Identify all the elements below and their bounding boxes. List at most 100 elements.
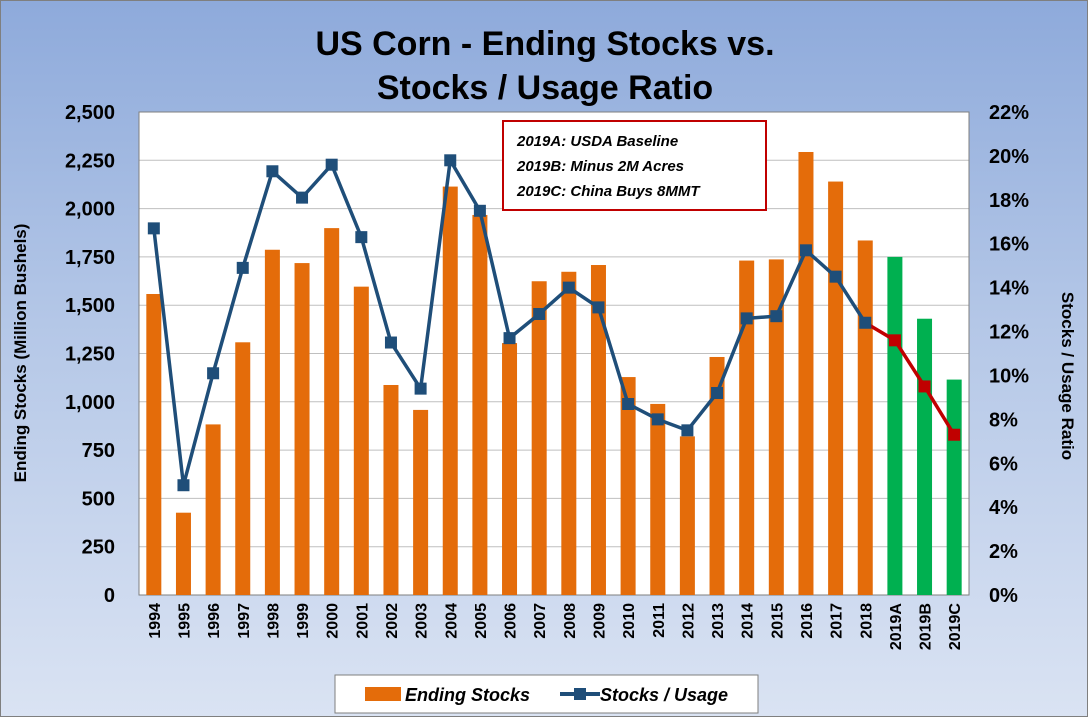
right-tick-label: 10% [989, 365, 1029, 387]
legend-swatch-ending-stocks [365, 687, 401, 701]
x-tick-label: 2002 [384, 603, 401, 639]
legend-marker-stocks-usage [574, 688, 586, 700]
point-2016 [799, 244, 812, 257]
annotation-line-1: 2019A: USDA Baseline [516, 133, 678, 150]
bar-2007 [531, 281, 547, 595]
left-tick-label: 500 [82, 488, 115, 510]
bar-2004 [442, 186, 458, 595]
legend-label-ending-stocks: Ending Stocks [405, 685, 530, 705]
point-1995 [177, 479, 190, 492]
point-2001 [355, 231, 368, 244]
point-2000 [325, 158, 338, 171]
bar-2019B [917, 318, 933, 595]
x-tick-label: 2003 [414, 603, 431, 639]
x-tick-label: 2019C [947, 603, 964, 651]
point-2003 [414, 382, 427, 395]
bar-2008 [561, 271, 577, 595]
chart-title-line-1: US Corn - Ending Stocks vs. [315, 25, 774, 63]
left-tick-label: 2,000 [65, 199, 115, 221]
plot-border [138, 111, 970, 596]
right-tick-label: 16% [989, 234, 1029, 256]
point-2007 [533, 307, 546, 320]
x-tick-label: 2019B [918, 603, 935, 650]
x-tick-label: 2019A [888, 603, 905, 651]
x-axis-ticks: 1994 1995 1996 1997 1998 1999 2000 2001 2002 2003… [147, 603, 964, 651]
x-tick-label: 2004 [443, 603, 460, 639]
legend-label-stocks-usage: Stocks / Usage [600, 685, 728, 705]
bar-series [146, 151, 962, 596]
bar-1995 [175, 512, 191, 595]
bar-2010 [620, 377, 636, 595]
annotation-frame [502, 120, 767, 211]
bar-2005 [472, 214, 488, 596]
point-1999 [296, 191, 309, 204]
x-tick-label: 2008 [562, 603, 579, 639]
left-tick-label: 2,250 [65, 150, 115, 172]
bar-2002 [383, 384, 399, 595]
point-2019A [888, 334, 901, 347]
right-tick-label: 4% [989, 497, 1018, 519]
bar-1998 [264, 249, 280, 596]
line-series [147, 154, 961, 492]
x-tick-label: 2011 [651, 603, 668, 638]
x-tick-label: 2016 [799, 603, 816, 639]
point-2008 [562, 281, 575, 294]
bar-2001 [353, 286, 369, 595]
point-2015 [770, 310, 783, 323]
bar-2019A [887, 256, 903, 595]
x-tick-label: 1999 [295, 603, 312, 639]
x-tick-label: 2012 [680, 603, 697, 639]
x-tick-label: 2009 [591, 603, 608, 639]
left-tick-label: 0 [104, 585, 115, 607]
bar-2006 [502, 343, 518, 595]
bar-2017 [828, 181, 844, 595]
right-tick-label: 12% [989, 322, 1029, 344]
x-tick-label: 2000 [325, 603, 342, 639]
x-tick-label: 2013 [710, 603, 727, 639]
bar-2013 [709, 356, 725, 595]
point-1998 [266, 165, 279, 178]
point-2009 [592, 301, 605, 314]
x-tick-label: 2006 [503, 603, 520, 639]
legend: Ending Stocks Stocks / Usage [334, 674, 759, 714]
left-axis-ticks: 0 250 500 750 1,000 1,250 1,500 1,750 2,000 2,250… [65, 102, 115, 607]
point-1997 [236, 261, 249, 274]
bar-2018 [857, 240, 873, 595]
left-axis-title: Ending Stocks (Million Bushels) [11, 224, 30, 483]
point-1996 [207, 367, 220, 380]
right-tick-label: 14% [989, 278, 1029, 300]
point-2005 [473, 204, 486, 217]
point-2011 [651, 413, 664, 426]
bar-2019C [946, 379, 962, 595]
left-tick-label: 1,750 [65, 247, 115, 269]
right-tick-label: 18% [989, 190, 1029, 212]
x-tick-label: 2018 [858, 603, 875, 639]
bar-2011 [650, 403, 666, 595]
bar-2000 [324, 228, 340, 595]
annotation-line-2: 2019B: Minus 2M Acres [516, 158, 684, 175]
point-2018 [859, 316, 872, 329]
x-tick-label: 2007 [532, 603, 549, 639]
left-tick-label: 2,500 [65, 102, 115, 124]
right-tick-label: 8% [989, 409, 1018, 431]
right-tick-label: 22% [989, 102, 1029, 124]
point-2010 [622, 397, 635, 410]
right-axis-ticks: 0% 2% 4% 6% 8% 10% 12% 14% 16% 18% 20% 22% [989, 102, 1029, 607]
bar-2014 [739, 260, 755, 595]
bar-1994 [146, 293, 162, 595]
bar-2015 [768, 259, 784, 595]
right-tick-label: 20% [989, 146, 1029, 168]
x-tick-label: 1997 [236, 603, 253, 639]
annotation-box: 2019A: USDA Baseline 2019B: Minus 2M Acr… [502, 120, 767, 211]
right-axis-title: Stocks / Usage Ratio [1058, 292, 1077, 460]
chart-title-line-2: Stocks / Usage Ratio [377, 69, 713, 107]
bar-2012 [679, 436, 695, 595]
left-tick-label: 250 [82, 537, 115, 559]
point-2019B [918, 380, 931, 393]
point-2013 [711, 387, 724, 400]
right-tick-label: 2% [989, 541, 1018, 563]
bar-2009 [590, 265, 606, 595]
x-tick-label: 2005 [473, 603, 490, 639]
x-tick-label: 2010 [621, 603, 638, 639]
